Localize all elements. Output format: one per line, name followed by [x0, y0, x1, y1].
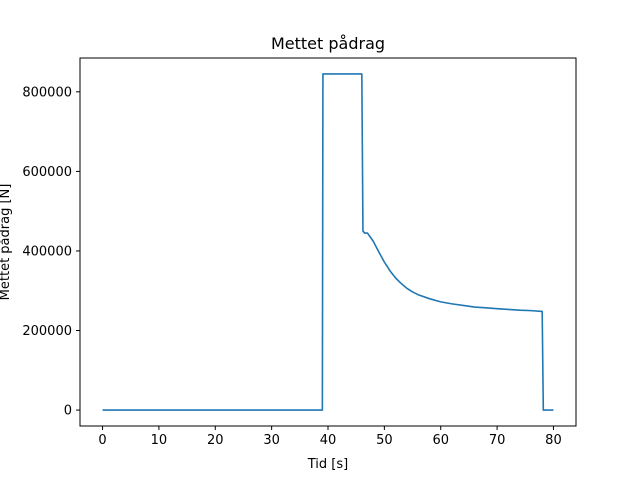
x-tick-label: 40 — [320, 433, 337, 448]
x-tick-label: 50 — [376, 433, 393, 448]
x-tick-label: 60 — [432, 433, 449, 448]
y-axis-label: Mettet pådrag [N] — [0, 184, 13, 301]
x-tick-label: 70 — [489, 433, 506, 448]
y-tick-label: 400000 — [22, 244, 72, 259]
chart-title: Mettet pådrag — [271, 34, 385, 53]
x-axis: 0 10 20 30 40 50 60 70 80 — [98, 426, 562, 448]
y-axis: 0 200000 400000 600000 800000 — [22, 85, 80, 419]
y-tick-label: 0 — [64, 404, 72, 419]
x-tick-label: 20 — [207, 433, 224, 448]
x-tick-label: 10 — [151, 433, 168, 448]
y-tick-label: 800000 — [22, 85, 72, 100]
x-tick-label: 30 — [263, 433, 280, 448]
y-tick-label: 600000 — [22, 165, 72, 180]
x-tick-label: 80 — [545, 433, 562, 448]
x-tick-label: 0 — [98, 433, 106, 448]
x-axis-label: Tid [s] — [307, 457, 348, 472]
series-line-0 — [102, 73, 554, 411]
y-tick-label: 200000 — [22, 324, 72, 339]
